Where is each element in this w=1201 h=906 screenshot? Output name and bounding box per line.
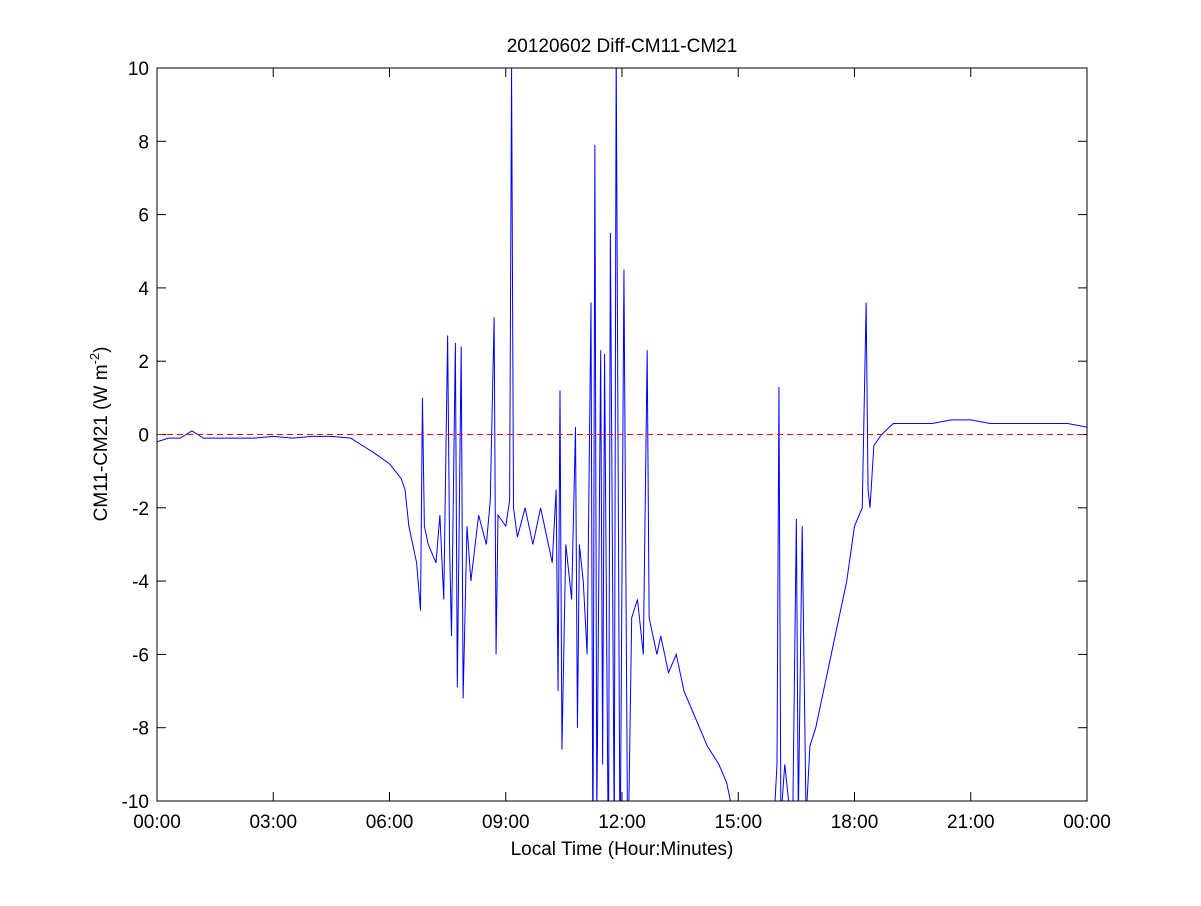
x-tick-label: 15:00 bbox=[714, 812, 762, 833]
y-tick-label: 6 bbox=[138, 206, 149, 227]
y-tick-label: -8 bbox=[132, 719, 149, 740]
x-tick-label: 06:00 bbox=[366, 812, 414, 833]
x-tick-label: 00:00 bbox=[1063, 812, 1111, 833]
chart-title: 20120602 Diff-CM11-CM21 bbox=[507, 36, 738, 57]
y-axis-label-sup: -2 bbox=[87, 353, 102, 365]
axes-box bbox=[156, 67, 1088, 802]
x-tick-label: 18:00 bbox=[831, 812, 879, 833]
y-axis-label: CM11-CM21 (W m-2) bbox=[87, 347, 112, 522]
x-tick-label: 03:00 bbox=[249, 812, 297, 833]
y-tick-label: -6 bbox=[132, 645, 149, 666]
y-tick-label: 8 bbox=[138, 132, 149, 153]
y-axis-label-end: ) bbox=[91, 347, 112, 353]
x-tick-label: 00:00 bbox=[133, 812, 181, 833]
x-tick-label: 21:00 bbox=[947, 812, 995, 833]
y-tick-label: 0 bbox=[138, 426, 149, 447]
y-tick-label: 10 bbox=[128, 59, 149, 80]
y-tick-label: 4 bbox=[138, 279, 149, 300]
x-tick-label: 09:00 bbox=[482, 812, 530, 833]
plot-area bbox=[157, 68, 1087, 801]
y-tick-label: -2 bbox=[132, 499, 149, 520]
x-axis-label: Local Time (Hour:Minutes) bbox=[511, 839, 734, 860]
x-tick-label: 12:00 bbox=[598, 812, 646, 833]
y-tick-label: 2 bbox=[138, 352, 149, 373]
y-tick-label: -10 bbox=[122, 792, 149, 813]
y-tick-label: -4 bbox=[132, 572, 149, 593]
data-line bbox=[157, 68, 1087, 801]
y-axis-label-text: CM11-CM21 (W m bbox=[91, 364, 112, 521]
